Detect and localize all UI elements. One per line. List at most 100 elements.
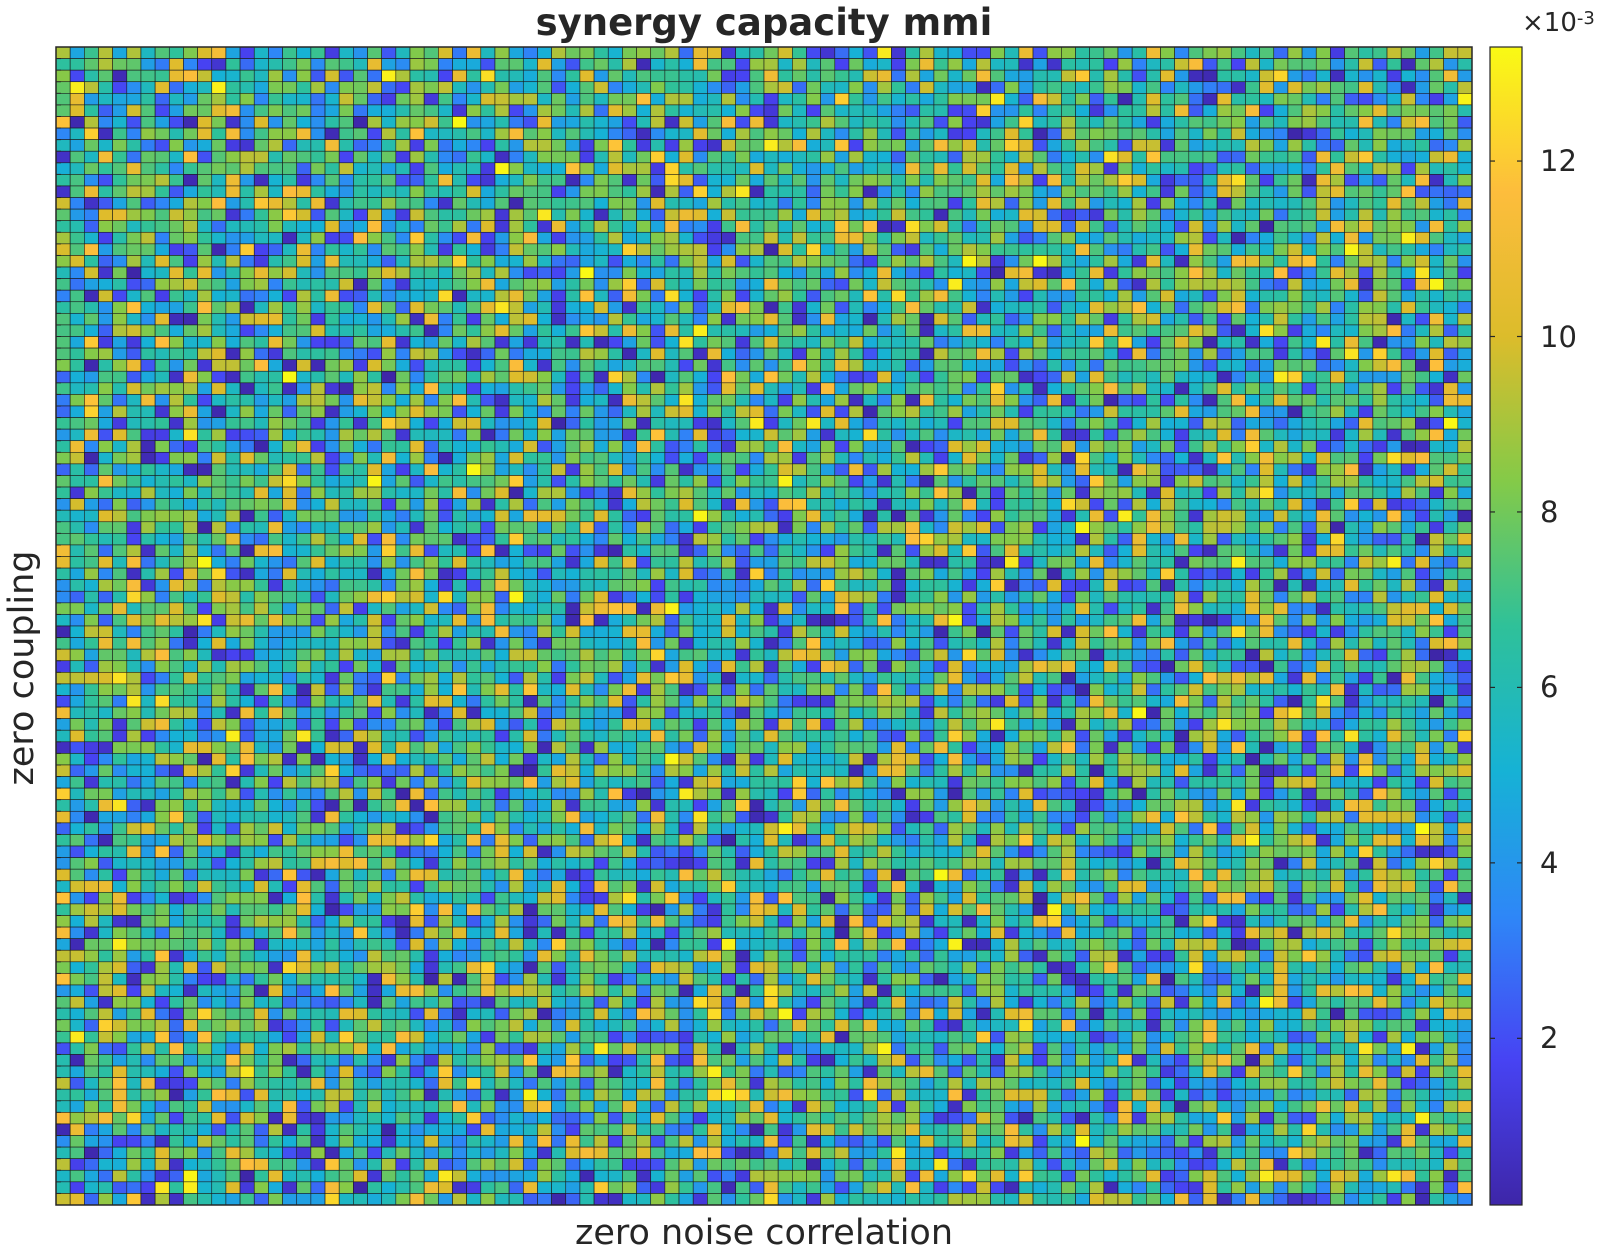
heatmap-cell xyxy=(381,440,397,453)
heatmap-cell xyxy=(1273,220,1289,233)
heatmap-cell xyxy=(820,46,836,59)
heatmap-cell xyxy=(1160,486,1175,499)
heatmap-cell xyxy=(438,208,453,221)
heatmap-cell xyxy=(423,463,439,476)
heatmap-cell xyxy=(848,567,864,580)
heatmap-cell xyxy=(1429,521,1444,534)
heatmap-cell xyxy=(84,336,99,349)
heatmap-cell xyxy=(792,162,807,175)
heatmap-cell xyxy=(622,614,637,627)
heatmap-cell xyxy=(310,58,326,71)
heatmap-cell xyxy=(1202,185,1218,198)
heatmap-cell xyxy=(650,289,666,303)
heatmap-cell xyxy=(1075,81,1090,94)
heatmap-cell xyxy=(1046,139,1062,152)
heatmap-cell xyxy=(1174,266,1190,279)
heatmap-cell xyxy=(537,150,552,164)
heatmap-cell xyxy=(1216,521,1232,534)
heatmap-cell xyxy=(1301,544,1317,557)
heatmap-cell xyxy=(69,602,85,615)
heatmap-cell xyxy=(84,185,99,198)
heatmap-cell xyxy=(1131,197,1147,210)
heatmap-cell xyxy=(1273,463,1289,476)
heatmap-cell xyxy=(749,498,765,511)
heatmap-cell xyxy=(650,46,666,59)
heatmap-cell xyxy=(522,440,538,453)
heatmap-cell xyxy=(1386,116,1402,129)
heatmap-cell xyxy=(197,486,213,499)
heatmap-cell xyxy=(806,440,821,453)
heatmap-cell xyxy=(1216,428,1232,442)
heatmap-cell xyxy=(69,278,85,291)
heatmap-cell xyxy=(367,208,382,221)
heatmap-cell xyxy=(69,46,85,59)
heatmap-cell xyxy=(126,359,142,372)
heatmap-cell xyxy=(848,544,864,557)
heatmap-cell xyxy=(1400,139,1416,152)
heatmap-cell xyxy=(183,174,198,187)
heatmap-cell xyxy=(1075,174,1090,187)
heatmap-cell xyxy=(1386,440,1402,453)
heatmap-cell xyxy=(551,347,567,360)
heatmap-cell xyxy=(1075,347,1090,360)
heatmap-cell xyxy=(593,602,609,615)
heatmap-cell xyxy=(197,475,213,488)
heatmap-cell xyxy=(876,614,892,627)
heatmap-cell xyxy=(239,231,255,245)
heatmap-cell xyxy=(1174,533,1190,546)
heatmap-cell xyxy=(1372,428,1388,442)
heatmap-cell xyxy=(1443,127,1459,140)
heatmap-cell xyxy=(1273,185,1289,198)
heatmap-cell xyxy=(1046,208,1062,221)
heatmap-cell xyxy=(876,486,892,499)
heatmap-cell xyxy=(1131,451,1147,465)
heatmap-cell xyxy=(891,556,906,569)
heatmap-cell xyxy=(381,602,397,615)
heatmap-cell xyxy=(197,231,213,245)
heatmap-cell xyxy=(1301,567,1317,580)
heatmap-cell xyxy=(1131,463,1147,476)
heatmap-cell xyxy=(579,104,595,117)
heatmap-cell xyxy=(593,440,609,453)
heatmap-cell xyxy=(876,475,892,488)
heatmap-cell xyxy=(579,266,595,279)
heatmap-cell xyxy=(1301,220,1317,233)
heatmap-cell xyxy=(1315,185,1331,198)
heatmap-cell xyxy=(664,567,680,580)
heatmap-cell xyxy=(1174,313,1190,326)
heatmap-cell xyxy=(1075,104,1090,117)
heatmap-cell xyxy=(848,394,864,407)
heatmap-cell xyxy=(1372,486,1388,499)
heatmap-cell xyxy=(452,289,467,303)
heatmap-cell xyxy=(1315,289,1331,303)
heatmap-cell xyxy=(1259,417,1275,430)
heatmap-cell xyxy=(282,197,298,210)
heatmap-cell xyxy=(947,162,963,175)
heatmap-cell xyxy=(636,590,652,604)
heatmap-cell xyxy=(537,93,552,106)
heatmap-cell xyxy=(848,463,864,476)
heatmap-cell xyxy=(692,579,708,592)
heatmap-cell xyxy=(1174,486,1190,499)
heatmap-cell xyxy=(1245,220,1260,233)
heatmap-cell xyxy=(1386,602,1402,615)
heatmap-cell xyxy=(1230,208,1246,221)
heatmap-cell xyxy=(749,116,765,129)
heatmap-cell xyxy=(947,336,963,349)
heatmap-cell xyxy=(919,231,935,245)
heatmap-cell xyxy=(678,614,694,627)
heatmap-cell xyxy=(947,174,963,187)
heatmap-cell xyxy=(480,162,496,175)
heatmap-cell xyxy=(126,602,142,615)
heatmap-cell xyxy=(381,428,397,442)
heatmap-cell xyxy=(508,428,524,442)
heatmap-cell xyxy=(1315,405,1331,418)
heatmap-cell xyxy=(777,69,793,83)
heatmap-cell xyxy=(961,602,977,615)
heatmap-cell xyxy=(438,150,453,164)
heatmap-cell xyxy=(1415,185,1430,198)
heatmap-cell xyxy=(607,556,623,569)
heatmap-cell xyxy=(1301,127,1317,140)
heatmap-cell xyxy=(395,509,411,523)
heatmap-cell xyxy=(876,255,892,268)
